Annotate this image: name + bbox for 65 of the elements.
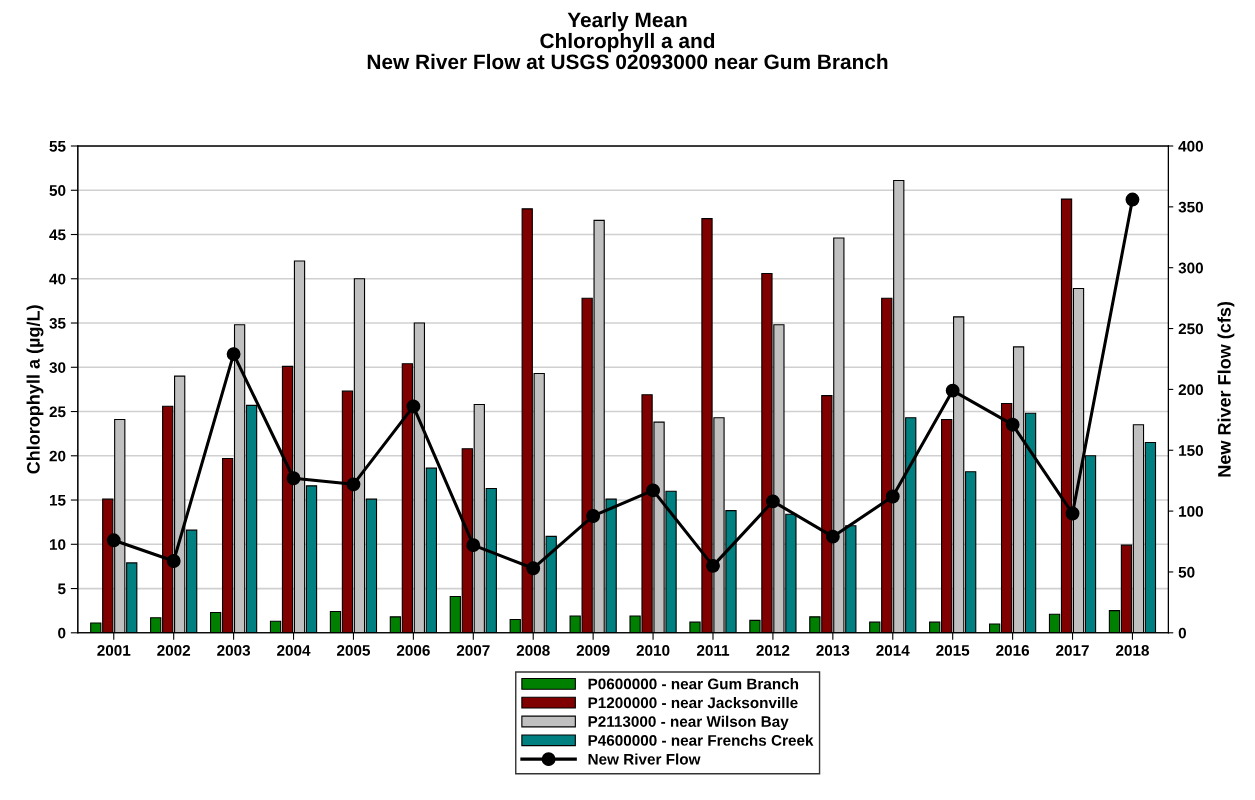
point <box>1125 192 1140 207</box>
y2-axis-title: New River Flow (cfs) <box>1217 302 1235 477</box>
x-tick-label: 2005 <box>336 645 371 656</box>
y-tick-label: 35 <box>49 317 66 329</box>
x-tick-label: 2002 <box>157 645 191 656</box>
x-tick-label: 2001 <box>97 645 131 656</box>
y-tick-label: 20 <box>49 450 66 462</box>
y-tick-label: 25 <box>49 406 66 418</box>
y2-tick-label: 250 <box>1178 323 1203 335</box>
point <box>286 471 301 486</box>
x-tick-label: 2015 <box>936 645 970 656</box>
point <box>406 399 421 414</box>
y2-tick-label: 300 <box>1178 262 1203 274</box>
point <box>586 509 601 523</box>
y2-tick-label: 50 <box>1178 566 1195 578</box>
point <box>466 538 481 553</box>
y2-tick-label: 350 <box>1178 201 1203 213</box>
point <box>106 533 121 548</box>
point <box>646 483 661 498</box>
y-tick-label: 50 <box>49 185 66 196</box>
x-tick-label: 2014 <box>876 645 910 656</box>
x-tick-label: 2010 <box>636 645 670 656</box>
legend-label: P4600000 - near Frenchs Creek <box>588 734 814 746</box>
point <box>706 558 720 573</box>
y-tick-label: 5 <box>57 583 66 595</box>
y2-tick-label: 100 <box>1179 505 1203 517</box>
point <box>825 529 840 544</box>
x-tick-label: 2009 <box>576 645 610 656</box>
x-tick-label: 2017 <box>1056 645 1089 656</box>
point <box>166 554 181 568</box>
point <box>226 347 241 362</box>
point <box>346 477 361 492</box>
y-axis-title: Chlorophyll a (µg/L) <box>26 305 44 474</box>
y2-tick-label: 150 <box>1179 445 1203 456</box>
legend-label: P2113000 - near Wilson Bay <box>588 715 789 730</box>
x-tick-label: 2003 <box>217 645 251 656</box>
x-tick-label: 2008 <box>516 645 550 656</box>
y-tick-label: 10 <box>49 539 66 550</box>
point <box>885 489 900 504</box>
x-tick-label: 2004 <box>277 645 311 656</box>
point <box>1065 506 1080 521</box>
point <box>945 383 960 398</box>
x-tick-label: 2018 <box>1115 645 1149 656</box>
y-tick-label: 30 <box>49 362 66 373</box>
x-tick-label: 2007 <box>456 645 490 656</box>
x-tick-label: 2013 <box>816 645 850 656</box>
y2-tick-label: 400 <box>1178 140 1203 152</box>
y-tick-label: 0 <box>58 627 66 639</box>
y2-tick-label: 0 <box>1178 627 1186 639</box>
y-tick-label: 55 <box>49 141 66 152</box>
point <box>765 494 780 509</box>
y-tick-label: 45 <box>49 229 66 241</box>
point <box>1005 417 1020 432</box>
x-tick-label: 2011 <box>696 645 730 656</box>
y-tick-label: 40 <box>49 273 66 285</box>
legend-label: P0600000 - near Gum Branch <box>588 678 799 690</box>
y-tick-label: 15 <box>49 495 66 506</box>
x-tick-label: 2006 <box>396 645 430 656</box>
y2-tick-label: 200 <box>1178 384 1203 396</box>
point <box>526 561 541 576</box>
legend-label: New River Flow <box>588 753 701 765</box>
chart-title: Yearly Mean Chlorophyll a and New River Flow at USGS 02093000 near Gum Branch <box>367 12 888 70</box>
x-tick-label: 2016 <box>996 645 1030 656</box>
legend-label: P1200000 - near Jacksonville <box>588 696 798 709</box>
x-tick-label: 2012 <box>756 645 790 656</box>
